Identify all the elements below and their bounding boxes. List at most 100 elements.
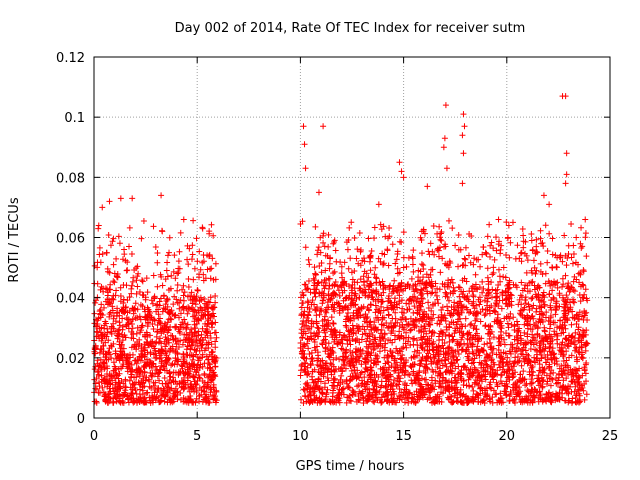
data-point: [472, 281, 479, 288]
data-point: [524, 325, 531, 332]
data-point: [212, 299, 219, 306]
data-point: [354, 279, 361, 286]
data-point: [518, 279, 525, 286]
data-point: [334, 340, 341, 347]
data-point: [333, 258, 340, 265]
data-point: [528, 368, 535, 375]
data-point: [539, 240, 546, 247]
data-point: [558, 324, 565, 331]
data-point: [361, 326, 368, 333]
data-point: [527, 321, 534, 328]
data-point: [490, 245, 497, 252]
data-point: [481, 312, 488, 319]
data-point: [542, 270, 549, 277]
data-point: [481, 341, 488, 348]
data-point: [407, 327, 414, 334]
data-point: [109, 295, 116, 302]
data-point: [304, 386, 311, 393]
data-point: [401, 381, 408, 388]
data-point: [330, 375, 337, 382]
data-point: [96, 251, 103, 258]
data-point: [148, 385, 155, 392]
data-point: [514, 242, 521, 249]
data-point: [397, 362, 404, 369]
data-point: [132, 387, 139, 394]
data-point: [399, 324, 406, 331]
data-point: [551, 328, 558, 335]
data-point: [396, 385, 403, 392]
data-point: [572, 370, 579, 377]
data-point: [316, 399, 323, 406]
data-point: [396, 378, 403, 385]
data-point: [560, 314, 567, 321]
x-axis-label: GPS time / hours: [296, 459, 405, 474]
data-point: [147, 349, 154, 356]
data-point: [325, 275, 332, 282]
data-point: [513, 332, 520, 339]
data-point: [149, 300, 156, 307]
data-point: [120, 299, 127, 306]
data-point: [177, 229, 184, 236]
data-point: [409, 380, 416, 387]
data-point: [446, 321, 453, 328]
data-point: [153, 333, 160, 340]
data-point: [410, 247, 417, 254]
data-point: [99, 204, 106, 211]
data-point: [433, 360, 440, 367]
data-point: [381, 347, 388, 354]
data-point: [107, 309, 114, 316]
data-point: [450, 336, 457, 343]
data-point: [555, 395, 562, 402]
data-point: [563, 357, 570, 364]
data-point: [114, 305, 121, 312]
data-point: [144, 389, 151, 396]
data-point: [322, 336, 329, 343]
data-point: [212, 344, 219, 351]
data-point: [145, 319, 152, 326]
data-point: [328, 361, 335, 368]
data-point: [94, 264, 101, 271]
data-point: [207, 294, 214, 301]
data-point: [138, 324, 145, 331]
data-point: [349, 281, 356, 288]
data-point: [422, 280, 429, 287]
data-point: [583, 340, 590, 347]
data-point: [308, 318, 315, 325]
data-point: [468, 320, 475, 327]
data-point: [363, 343, 370, 350]
data-point: [562, 93, 569, 100]
data-point: [104, 383, 111, 390]
data-point: [339, 289, 346, 296]
data-point: [120, 345, 127, 352]
data-point: [191, 312, 198, 319]
data-point: [571, 347, 578, 354]
data-point: [549, 345, 556, 352]
data-point: [339, 274, 346, 281]
data-point: [179, 365, 186, 372]
data-point: [128, 344, 135, 351]
data-point: [126, 377, 133, 384]
data-point: [119, 337, 126, 344]
data-point: [403, 344, 410, 351]
data-point: [503, 359, 510, 366]
data-point: [386, 224, 393, 231]
data-point: [140, 364, 147, 371]
data-point: [392, 309, 399, 316]
data-point: [196, 374, 203, 381]
data-point: [533, 340, 540, 347]
data-point: [552, 355, 559, 362]
data-point: [439, 304, 446, 311]
data-point: [563, 150, 570, 157]
data-point: [461, 294, 468, 301]
data-point: [150, 351, 157, 358]
data-point: [100, 377, 107, 384]
data-point: [180, 360, 187, 367]
data-point: [199, 351, 206, 358]
data-point: [583, 253, 590, 260]
data-point: [477, 318, 484, 325]
data-point: [364, 378, 371, 385]
data-point: [522, 297, 529, 304]
data-point: [340, 332, 347, 339]
data-point: [521, 321, 528, 328]
data-point: [486, 310, 493, 317]
